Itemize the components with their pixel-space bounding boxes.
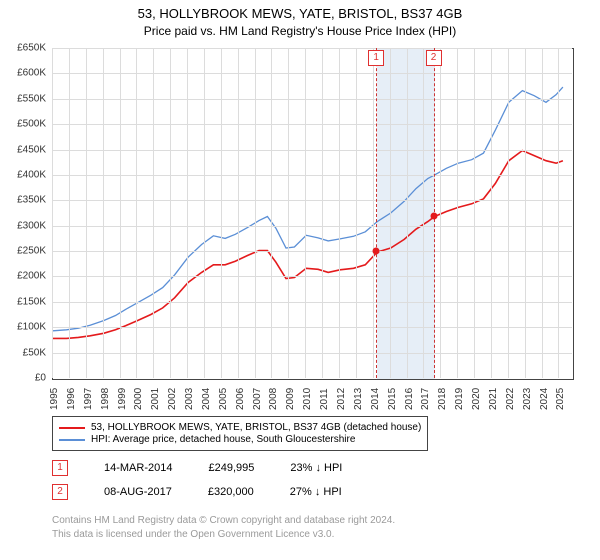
x-tick-label: 2010 [302,388,313,410]
y-tick-label: £600K [0,68,46,79]
x-tick-label: 2007 [252,388,263,410]
legend-label: 53, HOLLYBROOK MEWS, YATE, BRISTOL, BS37… [91,422,421,433]
y-tick-label: £400K [0,169,46,180]
x-tick-label: 2008 [268,388,279,410]
marker-label-box: 1 [368,50,384,66]
x-tick-label: 2006 [235,388,246,410]
x-tick-label: 2019 [454,388,465,410]
data-point-dot [373,248,380,255]
container: 53, HOLLYBROOK MEWS, YATE, BRISTOL, BS37… [0,0,600,560]
x-tick-label: 2000 [133,388,144,410]
annotation-delta: 23% ↓ HPI [290,462,342,474]
x-tick-label: 2022 [505,388,516,410]
x-tick-label: 2011 [319,388,330,410]
x-tick-label: 1999 [117,388,128,410]
x-tick-label: 2021 [488,388,499,410]
y-tick-label: £350K [0,195,46,206]
data-point-dot [430,212,437,219]
x-tick-label: 2002 [167,388,178,410]
legend-swatch [59,439,85,441]
x-tick-label: 2012 [336,388,347,410]
x-tick-label: 1995 [49,388,60,410]
y-tick-label: £250K [0,246,46,257]
marker-vline [376,48,377,378]
marker-label-box: 2 [426,50,442,66]
footer-attribution: Contains HM Land Registry data © Crown c… [52,514,395,541]
footer-line: This data is licensed under the Open Gov… [52,528,395,542]
x-tick-label: 2001 [150,388,161,410]
x-tick-label: 2004 [201,388,212,410]
annotation-row: 1 14-MAR-2014 £249,995 23% ↓ HPI [52,460,342,476]
annotation-price: £320,000 [208,486,254,498]
x-tick-label: 2017 [420,388,431,410]
legend-swatch [59,427,85,429]
legend-row: 53, HOLLYBROOK MEWS, YATE, BRISTOL, BS37… [59,422,421,433]
x-tick-label: 1997 [83,388,94,410]
series-line-price_paid [53,151,563,339]
x-tick-label: 2023 [522,388,533,410]
annotation-delta: 27% ↓ HPI [290,486,342,498]
annotation-date: 08-AUG-2017 [104,486,172,498]
x-tick-label: 2018 [437,388,448,410]
annotation-marker: 2 [52,484,68,500]
chart-title: 53, HOLLYBROOK MEWS, YATE, BRISTOL, BS37… [0,6,600,21]
x-tick-label: 2014 [370,388,381,410]
y-tick-label: £100K [0,322,46,333]
y-tick-label: £650K [0,43,46,54]
annotation-date: 14-MAR-2014 [104,462,172,474]
y-tick-label: £200K [0,271,46,282]
legend-row: HPI: Average price, detached house, Sout… [59,434,421,445]
legend: 53, HOLLYBROOK MEWS, YATE, BRISTOL, BS37… [52,416,428,451]
y-tick-label: £150K [0,296,46,307]
x-tick-label: 2013 [353,388,364,410]
y-tick-label: £450K [0,144,46,155]
x-tick-label: 2020 [471,388,482,410]
x-tick-label: 2016 [404,388,415,410]
annotation-marker: 1 [52,460,68,476]
y-tick-label: £300K [0,220,46,231]
x-tick-label: 1998 [100,388,111,410]
y-tick-label: £550K [0,93,46,104]
y-tick-label: £500K [0,119,46,130]
footer-line: Contains HM Land Registry data © Crown c… [52,514,395,528]
x-tick-label: 2009 [285,388,296,410]
y-tick-label: £0 [0,373,46,384]
x-tick-label: 2015 [387,388,398,410]
x-tick-label: 1996 [66,388,77,410]
x-tick-label: 2003 [184,388,195,410]
legend-label: HPI: Average price, detached house, Sout… [91,434,355,445]
annotation-row: 2 08-AUG-2017 £320,000 27% ↓ HPI [52,484,342,500]
x-tick-label: 2024 [539,388,550,410]
x-tick-label: 2025 [555,388,566,410]
chart-subtitle: Price paid vs. HM Land Registry's House … [0,24,600,38]
x-tick-label: 2005 [218,388,229,410]
annotation-price: £249,995 [208,462,254,474]
y-tick-label: £50K [0,347,46,358]
